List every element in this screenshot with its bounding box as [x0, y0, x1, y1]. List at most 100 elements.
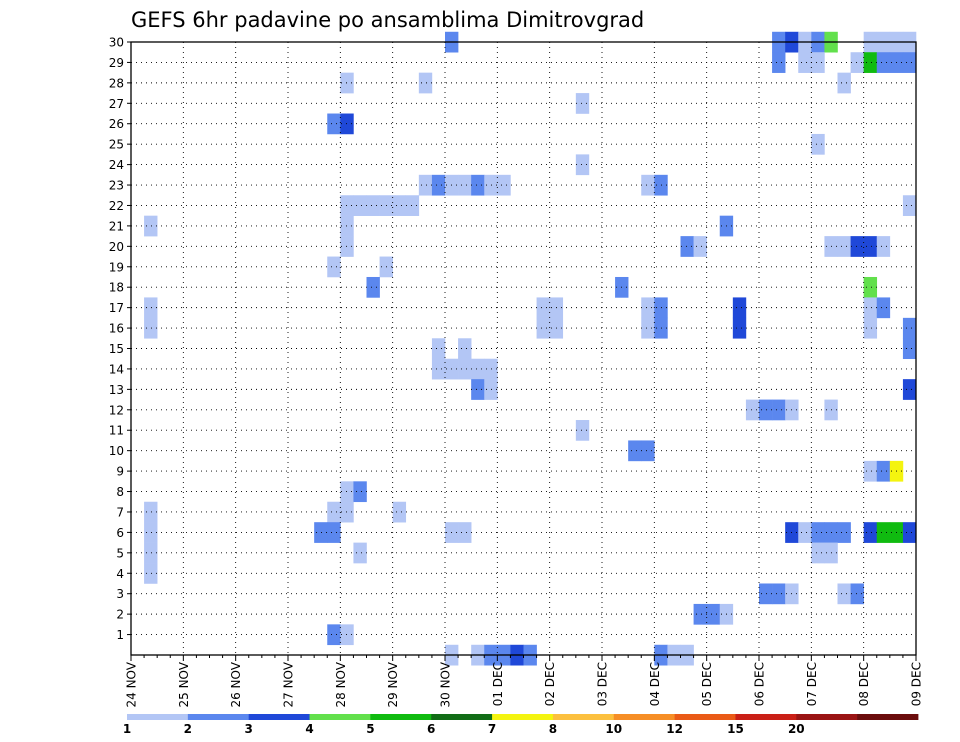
- heatmap-cell: [706, 603, 721, 625]
- heatmap-cell: [628, 440, 642, 462]
- color-legend: 1 2 3 4 5 6 7 8 10 12 15 20: [123, 714, 919, 736]
- legend-label: 20: [788, 722, 805, 736]
- x-tick-label: 25 NOV: [177, 661, 191, 707]
- y-tick-label: 13: [109, 383, 124, 397]
- y-tick-label: 4: [116, 567, 124, 581]
- y-tick-label: 8: [116, 485, 124, 499]
- y-tick-label: 5: [116, 546, 124, 560]
- legend-label: 12: [666, 722, 683, 736]
- heatmap-cell: [458, 358, 472, 380]
- heatmap-cell: [837, 72, 851, 94]
- heatmap-cell: [405, 195, 420, 216]
- heatmap-cell: [759, 399, 773, 421]
- legend-swatch: [552, 714, 615, 720]
- heatmap-cell: [353, 542, 367, 564]
- heatmap-cell: [418, 174, 433, 196]
- heatmap-cell: [575, 154, 590, 176]
- heatmap-cell: [863, 297, 878, 319]
- legend-swatch: [857, 714, 919, 720]
- x-tick-label: 24 NOV: [125, 661, 139, 707]
- heatmap-cell: [536, 297, 550, 319]
- legend-swatch: [735, 714, 797, 720]
- legend-swatch: [248, 714, 310, 720]
- heatmap-cell: [484, 379, 498, 400]
- heatmap-cell: [392, 501, 407, 523]
- heatmap-cell: [144, 317, 158, 339]
- heatmap-cell: [340, 195, 354, 216]
- heatmap-cell: [811, 52, 825, 73]
- heatmap-cell: [902, 338, 917, 360]
- heatmap-cell: [876, 52, 891, 73]
- heatmap-cell: [144, 297, 158, 319]
- heatmap-cell: [575, 420, 590, 441]
- legend-swatch: [492, 714, 554, 720]
- heatmap-cell: [144, 542, 158, 564]
- heatmap-cell: [418, 72, 433, 94]
- heatmap-cell: [863, 522, 878, 543]
- heatmap-cell: [837, 583, 851, 605]
- grid-lines: [131, 41, 916, 655]
- y-tick-label: 28: [109, 76, 124, 90]
- plot-frame: [130, 41, 917, 656]
- x-tick-label: 27 NOV: [282, 661, 296, 707]
- heatmap-cell: [798, 522, 812, 543]
- heatmap-cell: [327, 522, 341, 543]
- heatmap-cell: [850, 583, 864, 605]
- heatmap-cell: [837, 522, 851, 543]
- heatmap-cell: [340, 481, 354, 503]
- y-tick-label: 12: [109, 403, 124, 417]
- x-axis: 24 NOV 25 NOV 26 NOV 27 NOV 28 NOV 29 NOV 30 N…: [125, 655, 924, 708]
- heatmap-cell: [458, 174, 472, 196]
- heatmap-cell: [471, 174, 485, 196]
- y-tick-label: 21: [109, 219, 124, 233]
- heatmap-cell: [641, 174, 655, 196]
- x-tick-label: 28 NOV: [334, 661, 348, 707]
- x-tick-label: 07 DEC: [805, 662, 819, 706]
- y-axis: 1234567891011121314151617181920212223242…: [109, 36, 131, 642]
- x-tick-label: 29 NOV: [386, 661, 400, 707]
- legend-label: 8: [549, 722, 557, 736]
- heatmap-cell: [327, 113, 341, 135]
- chart-title: GEFS 6hr padavine po ansamblima Dimitrov…: [131, 8, 644, 32]
- heatmap-cell: [772, 52, 786, 73]
- y-tick-label: 15: [109, 342, 124, 356]
- heatmap-cell: [340, 72, 354, 94]
- heatmap-cell: [772, 583, 786, 605]
- legend-swatch: [613, 714, 676, 720]
- y-tick-label: 10: [109, 444, 124, 458]
- x-tick-label: 01 DEC: [491, 662, 505, 706]
- legend-swatch: [796, 714, 858, 720]
- legend-swatch: [187, 714, 250, 720]
- heatmap-cell: [536, 317, 550, 339]
- legend-label: 5: [366, 722, 374, 736]
- y-tick-label: 18: [109, 281, 124, 295]
- y-tick-label: 3: [116, 587, 124, 601]
- heatmap-cell: [759, 583, 773, 605]
- heatmap-cell: [798, 52, 812, 73]
- y-tick-label: 11: [109, 424, 124, 438]
- heatmap-cell: [902, 195, 917, 216]
- heatmap-cell: [876, 236, 891, 257]
- heatmap-cell: [902, 522, 917, 543]
- legend-label: 3: [245, 722, 253, 736]
- heatmap-cell: [811, 542, 825, 564]
- heatmap-cell: [693, 236, 707, 257]
- y-tick-label: 19: [109, 260, 124, 274]
- y-tick-label: 25: [109, 138, 124, 152]
- legend-swatch: [370, 714, 432, 720]
- heatmap-cell: [431, 174, 446, 196]
- heatmap-cell: [837, 236, 851, 257]
- x-tick-label: 02 DEC: [543, 662, 557, 706]
- y-tick-label: 30: [109, 36, 124, 50]
- heatmap-cell: [340, 501, 354, 523]
- y-tick-label: 27: [109, 97, 124, 111]
- heatmap-cell: [484, 358, 498, 380]
- heatmap-cell: [811, 133, 825, 155]
- legend-label: 6: [427, 722, 435, 736]
- heatmap-cell: [641, 317, 655, 339]
- x-tick-label: 05 DEC: [700, 662, 714, 706]
- heatmap-cell: [772, 399, 786, 421]
- heatmap-cell: [575, 93, 590, 114]
- y-tick-label: 26: [109, 117, 124, 131]
